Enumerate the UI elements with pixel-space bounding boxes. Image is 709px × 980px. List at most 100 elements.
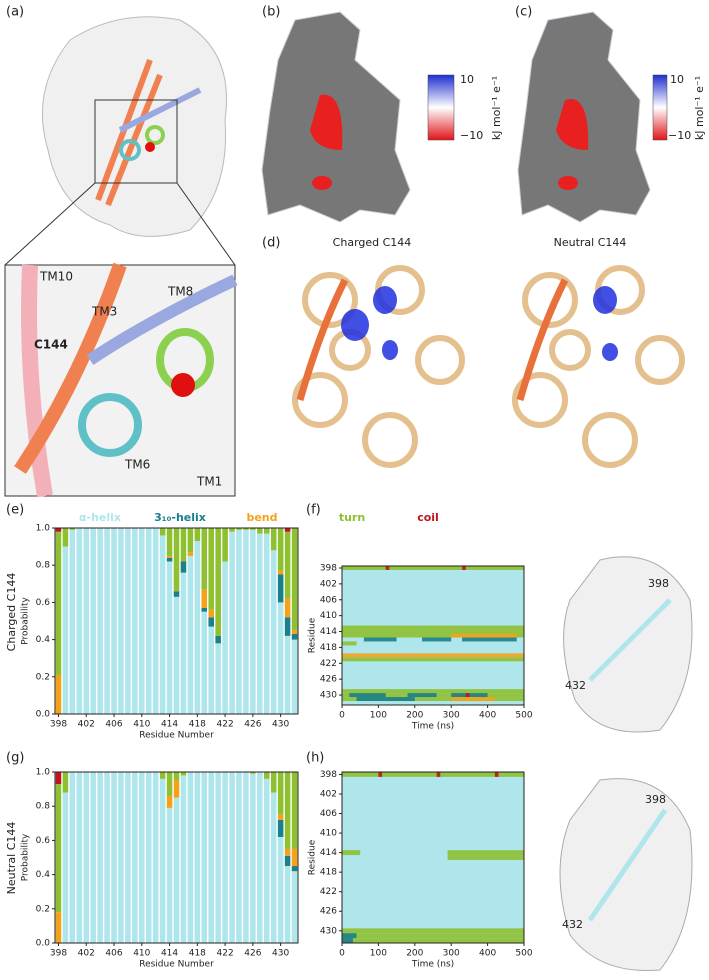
bar-segment [55, 912, 62, 943]
helix [587, 808, 668, 922]
bar-segment [284, 531, 291, 599]
y-tick-label: 410 [320, 611, 337, 621]
x-tick-label: 500 [515, 949, 532, 959]
panel-label: (b) [262, 5, 280, 20]
bar-segment [257, 528, 263, 534]
bar-segment [277, 772, 284, 815]
x-tick-label: 414 [161, 720, 178, 730]
helix-label: TM6 [124, 458, 150, 472]
bar-segment [187, 552, 194, 556]
bar-segment [270, 772, 277, 793]
heatmap-cell [447, 855, 524, 860]
heatmap-cell [342, 653, 524, 658]
bar-segment [284, 635, 291, 714]
heatmap-cell [462, 566, 466, 570]
heatmap-cell [465, 693, 470, 698]
x-tick-label: 398 [50, 949, 67, 959]
y-tick-label: 0.6 [36, 598, 51, 608]
colorbar-unit: kJ mol⁻¹ e⁻¹ [693, 76, 706, 140]
x-axis-label: Time (ns) [411, 960, 454, 970]
bar-segment [166, 772, 173, 796]
bar-segment [284, 598, 291, 618]
bar-segment [118, 528, 124, 714]
zoom-line [176, 182, 236, 266]
bar-segment [277, 574, 284, 603]
row-label: Charged C144 [5, 573, 18, 652]
helix [86, 274, 238, 365]
bar-segment [55, 531, 62, 675]
x-tick-label: 300 [443, 949, 460, 959]
bar-segment [132, 772, 138, 943]
x-tick-label: 400 [479, 949, 496, 959]
bar-segment [55, 528, 62, 532]
x-tick-label: 410 [133, 720, 150, 730]
bar-segment [125, 528, 131, 714]
heatmap-cell [342, 933, 357, 939]
bar-segment [291, 630, 298, 635]
x-axis-label: Residue Number [139, 960, 214, 970]
panel-b: (b) 10 −10 kJ mol⁻¹ e⁻¹ [261, 5, 503, 223]
x-tick-label: 410 [133, 949, 150, 959]
bar-segment [145, 772, 152, 943]
x-tick-label: 300 [443, 711, 460, 721]
x-tick-label: 100 [370, 949, 387, 959]
bar-segment [118, 772, 124, 943]
heatmap-cell [342, 657, 524, 662]
bar-segment [166, 807, 173, 943]
y-tick-label: 0.4 [36, 635, 51, 645]
bar-segment [76, 528, 83, 714]
bar-segment [145, 528, 152, 714]
bar-segment [222, 772, 228, 943]
bar-segment [55, 674, 62, 714]
bar-segment [229, 772, 235, 943]
bar-segment [159, 772, 166, 779]
bar-segment [215, 772, 221, 943]
x-tick-label: 200 [406, 711, 423, 721]
helix [145, 125, 165, 145]
y-tick-label: 426 [320, 675, 337, 685]
heatmap-cell [385, 566, 390, 570]
y-tick-label: 418 [320, 868, 337, 878]
bar-segment [166, 795, 173, 808]
pocket [558, 176, 578, 190]
bar-segment [250, 772, 256, 774]
y-tick-label: 0.2 [36, 904, 50, 914]
bar-segment [277, 836, 284, 943]
density [593, 286, 617, 314]
y-tick-label: 422 [320, 887, 337, 897]
heatmap-cell [451, 633, 517, 638]
x-tick-label: 406 [105, 720, 122, 730]
helix [118, 87, 202, 133]
heatmap-cell [363, 637, 397, 642]
bar-segment [187, 772, 194, 943]
residue-label: 432 [562, 918, 583, 931]
bar-segment [284, 617, 291, 636]
bar-segment [291, 866, 298, 872]
pocket [310, 94, 343, 150]
heatmap-cell [462, 637, 517, 642]
heatmap-cell [342, 938, 524, 943]
bar-segment [222, 561, 228, 714]
bar-segment [201, 589, 208, 608]
bar-segment [291, 871, 298, 943]
x-tick-label: 398 [50, 720, 67, 730]
bar-segment [90, 772, 96, 943]
heatmap-cell [342, 938, 353, 943]
density [341, 309, 369, 341]
bar-segment [263, 772, 270, 779]
y-tick-label: 418 [320, 643, 337, 653]
panel-label: (h) [306, 751, 324, 766]
helix-label: TM3 [91, 305, 117, 319]
bar-segment [62, 528, 69, 547]
bar-segment [194, 528, 201, 542]
x-tick-label: 400 [479, 711, 496, 721]
y-axis-label: Probability [21, 833, 31, 881]
bar-segment [180, 772, 187, 776]
bar-segment [173, 528, 180, 592]
x-tick-label: 500 [515, 711, 532, 721]
y-tick-label: 422 [320, 659, 337, 669]
bar-segment [208, 626, 214, 714]
bar-segment [159, 528, 166, 536]
bar-segment [284, 528, 291, 532]
